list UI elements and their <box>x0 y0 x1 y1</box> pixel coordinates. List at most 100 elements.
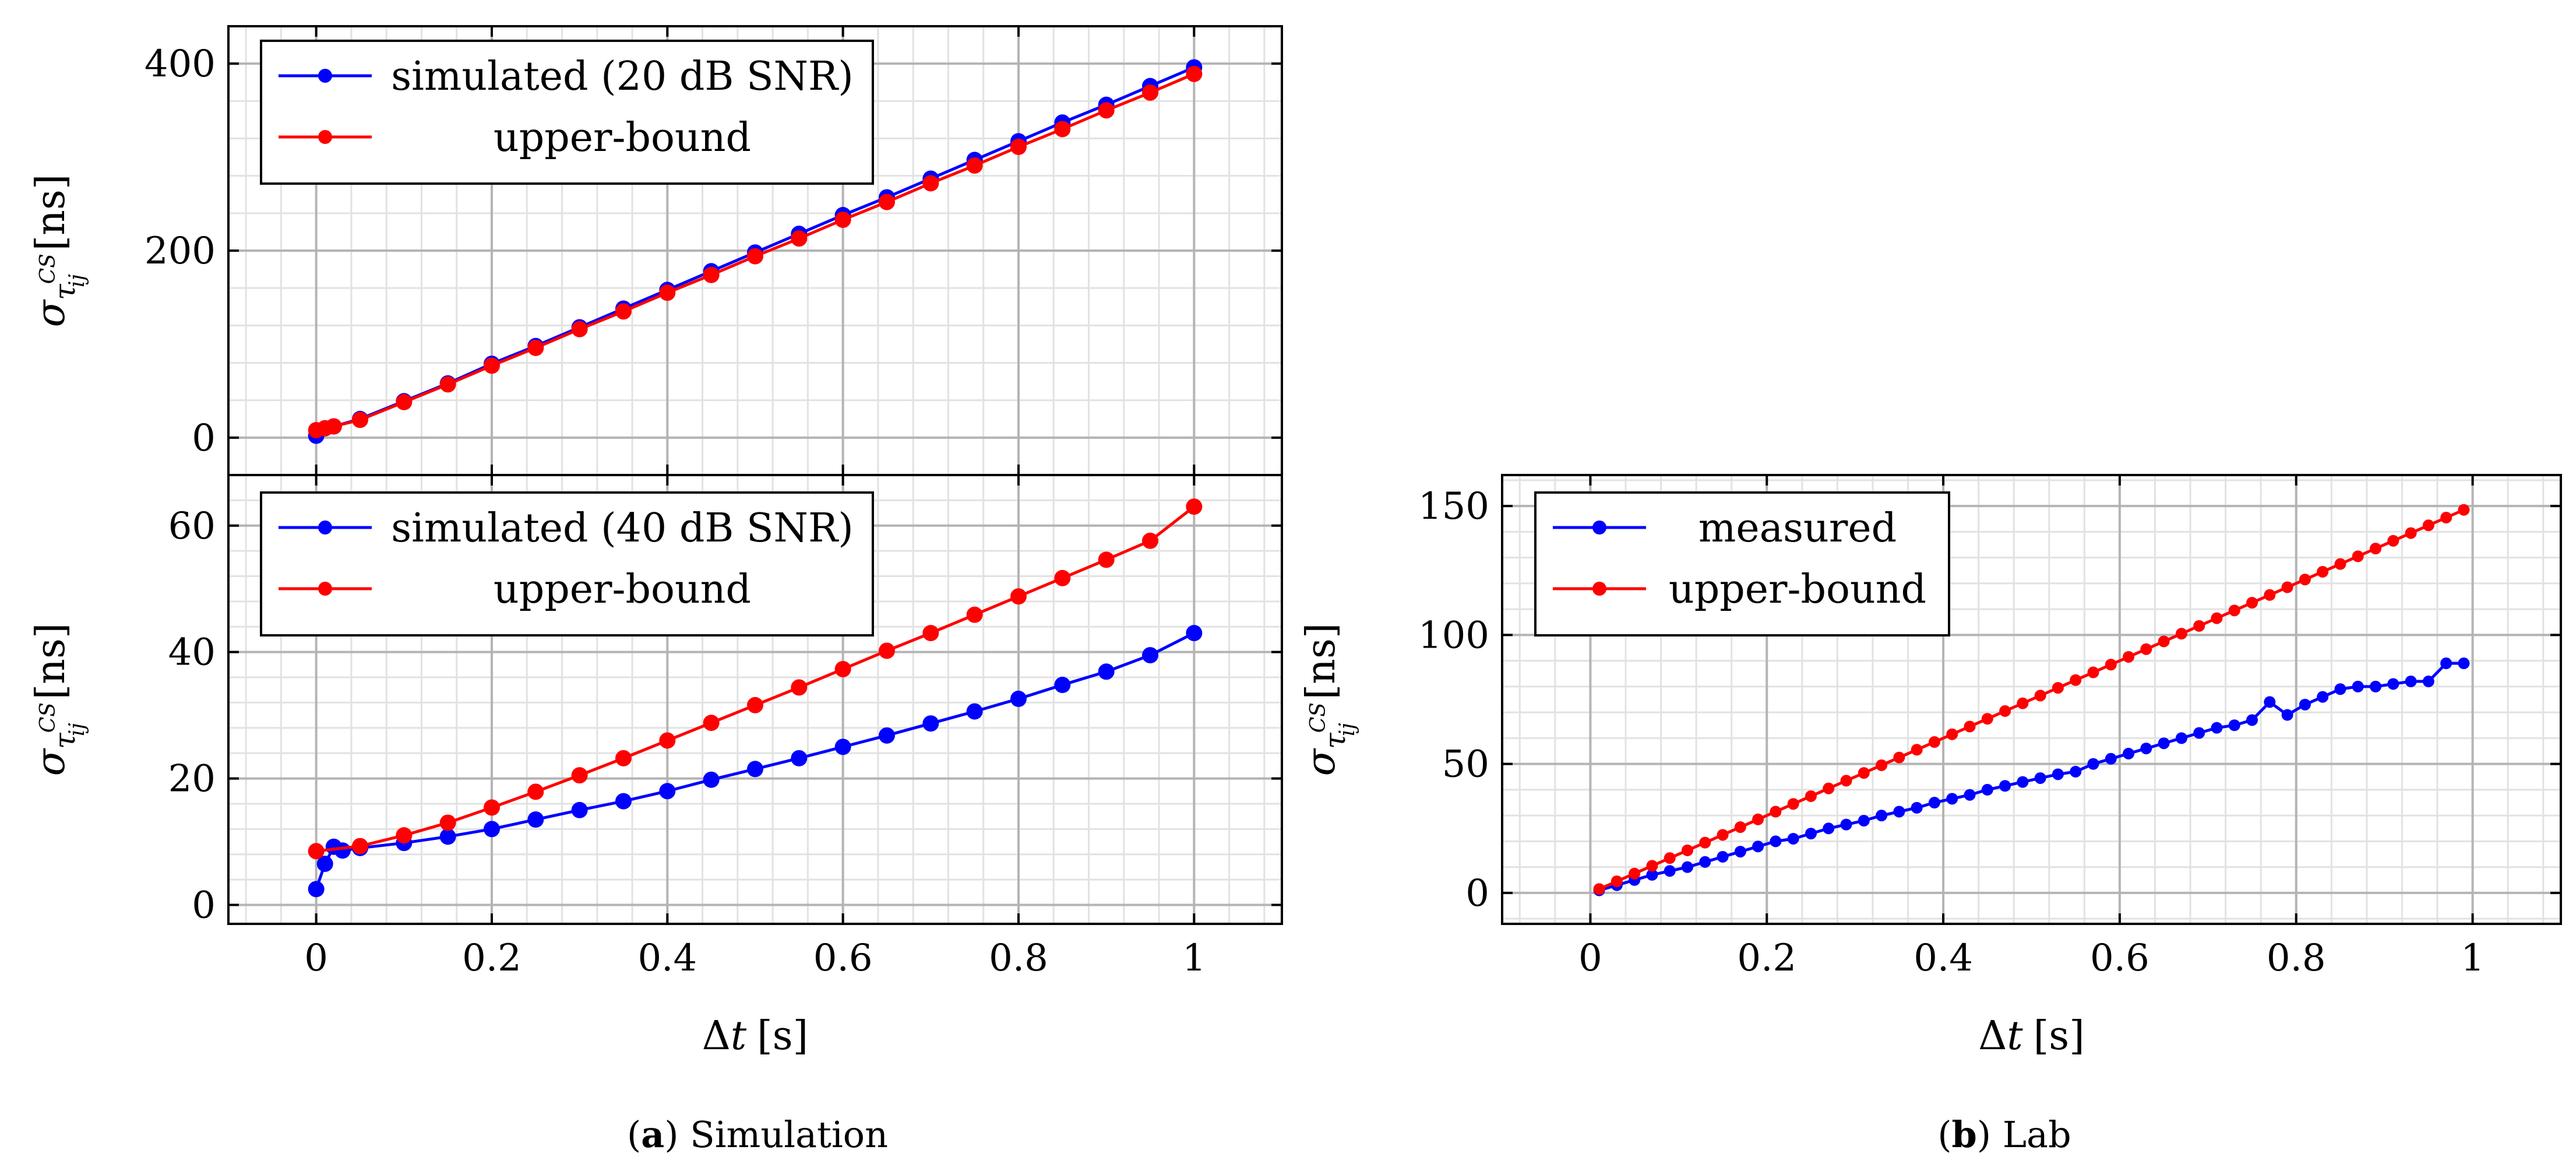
x-tick-label: 0.6 <box>2090 937 2149 980</box>
data-point <box>2034 772 2046 784</box>
data-point <box>1823 822 1835 835</box>
data-point <box>2281 581 2293 593</box>
data-point <box>1699 836 1711 849</box>
data-point <box>2158 737 2170 750</box>
data-point <box>1699 856 1711 868</box>
data-point <box>2422 676 2434 688</box>
data-point <box>1629 867 1641 880</box>
data-point <box>1858 767 1870 779</box>
y-tick-label: 40 <box>168 631 216 674</box>
data-point <box>439 376 456 393</box>
x-tick-label: 0 <box>304 937 328 980</box>
data-point <box>2281 709 2293 721</box>
data-point <box>879 194 895 210</box>
legend-swatch-marker <box>1592 582 1606 596</box>
data-point <box>527 811 544 828</box>
data-point <box>2087 758 2099 770</box>
data-point <box>2352 550 2364 562</box>
data-point <box>439 814 456 831</box>
x-tick-label: 0.2 <box>1737 937 1796 980</box>
data-point <box>2246 597 2258 609</box>
data-point <box>1098 551 1115 568</box>
y-tick-label: 20 <box>168 758 216 801</box>
data-point <box>1805 790 1817 802</box>
series-line <box>1598 662 2464 892</box>
data-point <box>2175 732 2187 744</box>
x-tick-label: 0.4 <box>1914 937 1973 980</box>
data-point <box>1054 677 1071 694</box>
data-point <box>2370 543 2382 555</box>
data-point <box>1840 775 1852 787</box>
data-point <box>922 175 939 192</box>
data-point <box>1752 813 1764 825</box>
data-point <box>1010 690 1027 707</box>
x-tick-label: 0.8 <box>989 937 1048 980</box>
data-point <box>484 821 500 838</box>
data-point <box>2140 743 2152 755</box>
data-point <box>922 715 939 732</box>
data-point <box>1946 728 1958 740</box>
data-point <box>1010 138 1027 155</box>
data-point <box>1981 783 1993 796</box>
data-point <box>396 827 413 844</box>
data-point <box>2317 691 2329 703</box>
chart-simulation-20db: 0 200 400 στCS ij[ns] simulated (20 dB SNR) up… <box>28 25 1283 476</box>
data-point <box>834 660 851 677</box>
data-point <box>325 418 342 435</box>
data-point <box>1646 860 1658 872</box>
legend-swatch-marker <box>1592 521 1606 534</box>
series-upper-bound <box>308 65 1203 438</box>
data-point <box>1646 868 1658 881</box>
y-tick-label: 150 <box>1418 485 1489 528</box>
data-point <box>396 393 413 410</box>
plot-frame <box>1501 474 2562 925</box>
data-point <box>334 842 351 859</box>
data-point <box>439 828 456 845</box>
data-point <box>1098 102 1115 119</box>
data-point <box>2193 620 2205 632</box>
y-tick-label: 100 <box>1418 614 1489 657</box>
data-point <box>571 801 588 818</box>
data-point <box>1734 846 1746 858</box>
data-point <box>1186 498 1203 515</box>
data-point <box>834 739 851 755</box>
data-point <box>615 750 632 766</box>
x-tick-label: 0 <box>1578 937 1602 980</box>
x-tick-label: 0.6 <box>813 937 873 980</box>
data-point <box>1876 810 1888 822</box>
data-point <box>1142 84 1158 101</box>
data-point <box>791 750 808 766</box>
data-point <box>1681 861 1693 873</box>
data-point <box>1142 532 1158 549</box>
legend: measured upper-bound <box>1534 491 1950 637</box>
caption-b: (b) Lab <box>1937 1113 2071 1156</box>
data-point <box>879 642 895 659</box>
data-point <box>1999 705 2011 717</box>
series-upper-bound <box>1593 504 2470 895</box>
legend-label: upper-bound <box>1669 567 1926 613</box>
y-tick-label: 0 <box>192 884 216 927</box>
data-point <box>571 767 588 784</box>
data-point <box>2387 534 2399 547</box>
data-point <box>1876 759 1888 771</box>
data-point <box>791 230 808 247</box>
legend-box <box>260 491 874 637</box>
legend-label: simulated (20 dB SNR) <box>391 54 854 100</box>
data-point <box>2264 696 2276 708</box>
data-point <box>1981 713 1993 725</box>
data-point <box>308 881 325 898</box>
y-tick-label: 0 <box>1465 872 1489 915</box>
series-upper-bound <box>308 498 1203 860</box>
data-point <box>2317 565 2329 578</box>
data-point <box>2087 666 2099 678</box>
data-point <box>703 715 720 732</box>
data-point <box>1611 875 1623 887</box>
data-point <box>2070 674 2082 686</box>
x-tick-label: 1 <box>2461 937 2485 980</box>
x-tick-label: 0.2 <box>462 937 521 980</box>
x-tick-label: 0.8 <box>2267 937 2326 980</box>
series-primary <box>1593 657 2470 896</box>
data-point <box>1186 625 1203 642</box>
legend-swatch-marker <box>318 69 332 83</box>
legend: simulated (40 dB SNR) upper-bound <box>260 491 874 637</box>
